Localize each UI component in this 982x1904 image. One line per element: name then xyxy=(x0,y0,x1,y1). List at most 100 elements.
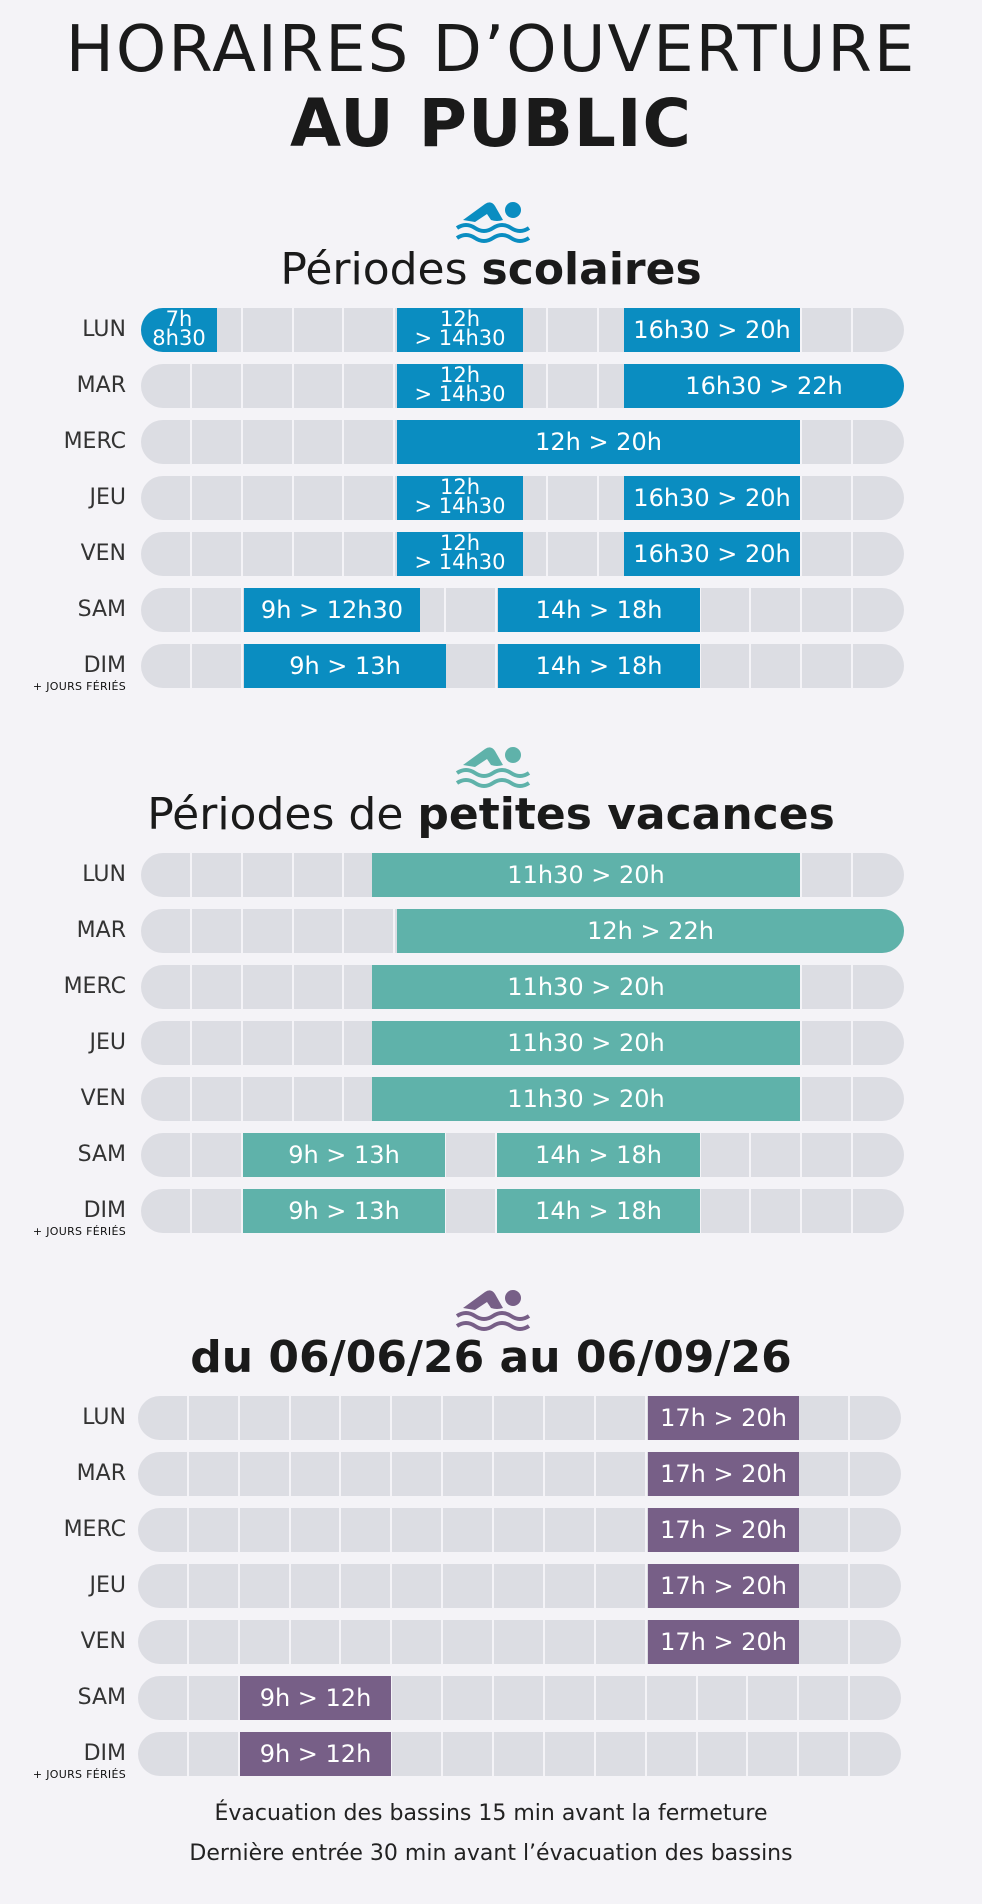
opening-slot: 9h > 13h xyxy=(243,1189,445,1233)
time-cell xyxy=(802,532,854,576)
opening-slot: 11h30 > 20h xyxy=(372,1077,800,1121)
opening-slot: 11h30 > 20h xyxy=(372,1021,800,1065)
time-cell xyxy=(548,308,599,352)
time-cell xyxy=(294,1077,345,1121)
time-cell xyxy=(751,853,803,897)
time-cell xyxy=(243,364,294,408)
time-cell xyxy=(341,1452,393,1496)
time-cell xyxy=(392,1452,444,1496)
time-track: 9h > 13h 14h > 18h xyxy=(141,1133,904,1177)
time-cell xyxy=(291,1620,342,1664)
opening-slot: 17h > 20h xyxy=(648,1396,799,1440)
time-track: 12h > 14h30 16h30 > 20h xyxy=(141,532,904,576)
time-cell xyxy=(751,588,803,632)
time-cell xyxy=(647,1732,698,1776)
time-cell xyxy=(240,1620,291,1664)
time-cell xyxy=(192,853,243,897)
time-cell xyxy=(698,1676,749,1720)
time-cell xyxy=(802,420,854,464)
time-cell xyxy=(141,588,192,632)
time-cell xyxy=(141,1133,192,1177)
time-cell xyxy=(494,1564,545,1608)
schedule-row: MERC 17h > 20h xyxy=(0,1508,982,1552)
time-cell xyxy=(189,1564,240,1608)
time-cell xyxy=(141,1021,192,1065)
opening-slot: 14h > 18h xyxy=(498,644,700,688)
time-cell xyxy=(395,588,447,632)
time-cell xyxy=(189,1508,240,1552)
time-track: 9h > 13h 14h > 18h xyxy=(141,644,904,688)
opening-slot: 12h > 14h30 xyxy=(397,532,523,576)
time-cell xyxy=(294,364,345,408)
time-cell xyxy=(701,1189,752,1233)
time-cell xyxy=(291,1452,342,1496)
schedule-row: JEU 17h > 20h xyxy=(0,1564,982,1608)
time-cell xyxy=(138,1452,189,1496)
swimmer-icon xyxy=(455,1278,531,1334)
time-cell xyxy=(497,308,548,352)
day-label: VEN xyxy=(80,1086,126,1111)
schedule-row: DIM + JOURS FÉRIÉS 9h > 13h 14h > 18h xyxy=(0,1189,982,1238)
time-cell xyxy=(446,588,498,632)
time-cell xyxy=(802,1077,854,1121)
time-track: 9h > 12h xyxy=(138,1676,901,1720)
section-title-bold: petites vacances xyxy=(417,789,835,840)
time-cell xyxy=(392,1620,444,1664)
time-cell xyxy=(192,532,243,576)
opening-slot: 16h30 > 20h xyxy=(624,532,800,576)
time-track: 9h > 12h xyxy=(138,1732,901,1776)
time-cell xyxy=(395,1133,447,1177)
time-cell xyxy=(141,853,192,897)
time-cell xyxy=(596,1676,647,1720)
time-cell xyxy=(647,1676,698,1720)
section-title-regular: Périodes xyxy=(280,244,482,295)
opening-slot: 9h > 12h xyxy=(240,1732,391,1776)
time-cell xyxy=(243,308,294,352)
time-track: 12h > 14h30 16h30 > 20h xyxy=(141,476,904,520)
time-cell xyxy=(138,1676,189,1720)
time-cell xyxy=(799,1508,851,1552)
day-label: VEN xyxy=(80,541,126,566)
page-title-line1: HORAIRES D’OUVERTURE xyxy=(65,13,917,87)
time-cell xyxy=(141,532,192,576)
opening-slot: 7h 8h30 xyxy=(141,308,217,352)
time-cell xyxy=(294,532,345,576)
day-label: JEU xyxy=(89,1573,127,1598)
time-cell xyxy=(751,532,803,576)
schedule-row: MAR 12h > 22h xyxy=(0,909,982,953)
time-cell xyxy=(341,1564,393,1608)
time-cell xyxy=(189,1620,240,1664)
time-cell xyxy=(751,644,803,688)
time-cell xyxy=(802,476,854,520)
schedule-row: VEN 12h > 14h30 16h30 > 20h xyxy=(0,532,982,576)
time-cell xyxy=(494,1396,545,1440)
time-cell xyxy=(751,1133,803,1177)
time-cell xyxy=(138,1564,189,1608)
time-cell xyxy=(446,644,498,688)
time-cell xyxy=(751,965,803,1009)
time-cell xyxy=(545,1396,596,1440)
time-cell xyxy=(748,1676,800,1720)
time-cell xyxy=(341,1508,393,1552)
time-cell xyxy=(189,1676,240,1720)
time-cell xyxy=(192,364,243,408)
time-cell xyxy=(243,909,294,953)
time-cell xyxy=(240,1508,291,1552)
time-cell xyxy=(497,532,548,576)
time-cell xyxy=(497,364,548,408)
time-cell xyxy=(138,1620,189,1664)
holiday-note: + JOURS FÉRIÉS xyxy=(32,1768,126,1781)
time-cell xyxy=(494,1732,545,1776)
time-cell xyxy=(545,1676,596,1720)
time-cell xyxy=(341,1396,393,1440)
time-cell xyxy=(192,308,243,352)
time-cell xyxy=(799,1676,851,1720)
opening-slot: 17h > 20h xyxy=(648,1620,799,1664)
time-cell xyxy=(545,1564,596,1608)
time-cell xyxy=(497,476,548,520)
time-cell xyxy=(751,1189,803,1233)
time-track: 12h > 20h xyxy=(141,420,904,464)
opening-slot: 16h30 > 20h xyxy=(624,476,800,520)
swimmer-icon xyxy=(455,190,531,246)
time-cell xyxy=(799,1452,851,1496)
